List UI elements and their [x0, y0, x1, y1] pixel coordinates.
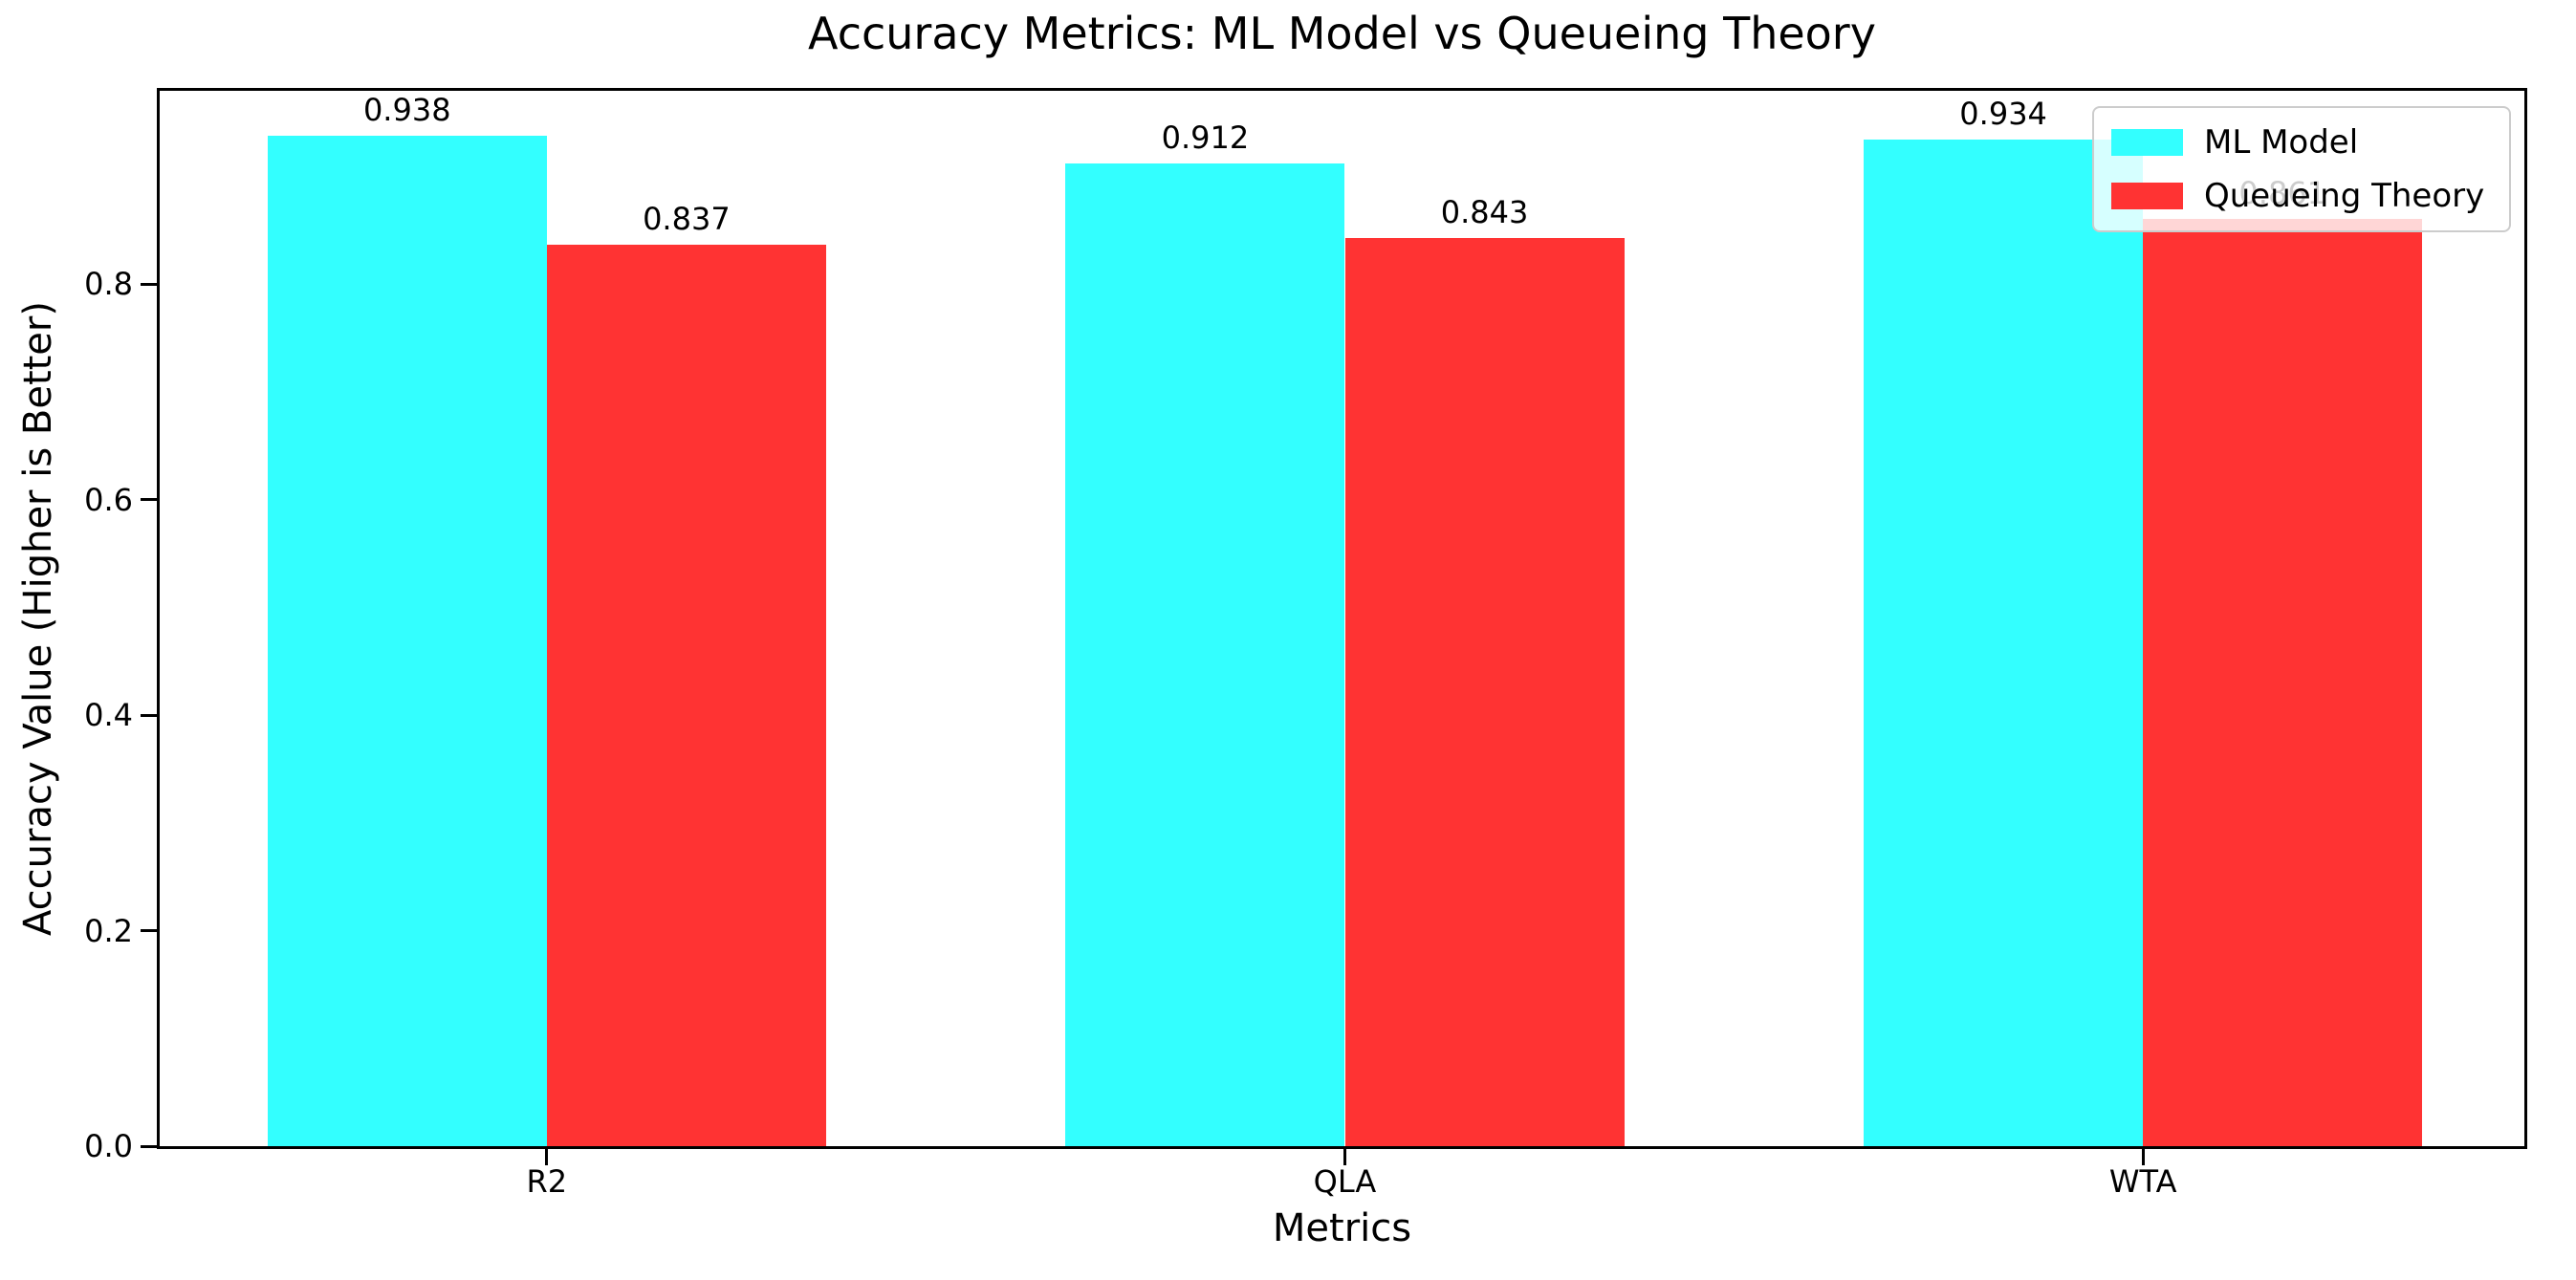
x-axis-label: Metrics [1272, 1206, 1412, 1250]
y-tick-label: 0.2 [84, 912, 133, 949]
y-tick-mark [141, 282, 157, 286]
y-tick-mark [141, 713, 157, 717]
bar-queueing-theory [2143, 218, 2423, 1146]
plot-area: 0.0 0.2 0.4 0.6 0.8 0.938 0.837 R2 0.912 0.843 QLA… [84, 88, 2527, 1200]
bar-value-label: 0.912 [1161, 119, 1250, 157]
bar-ml-model [267, 135, 547, 1146]
bar-value-label: 0.843 [1440, 194, 1529, 231]
y-tick-mark [141, 929, 157, 933]
bar-ml-model [1065, 163, 1345, 1146]
y-tick-label: 0.8 [84, 266, 133, 303]
legend-label: Queueing Theory [2204, 177, 2485, 215]
y-tick-label: 0.4 [84, 697, 133, 734]
legend-row: ML Model [2111, 123, 2492, 162]
y-tick-mark [141, 498, 157, 502]
x-tick-mark [1343, 1149, 1346, 1165]
legend-row: Queueing Theory [2111, 177, 2492, 215]
x-tick-label-wta: WTA [2108, 1163, 2177, 1200]
bar-queueing-theory [546, 244, 826, 1146]
y-axis-label: Accuracy Value (Higher is Better) [16, 301, 60, 936]
y-tick-mark [141, 1144, 157, 1148]
legend: ML Model Queueing Theory [2092, 106, 2511, 232]
legend-swatch-queueing-theory [2111, 183, 2183, 209]
bar-value-label: 0.938 [362, 91, 451, 128]
bar-value-label: 0.934 [1959, 96, 2047, 133]
bar-ml-model [1864, 140, 2144, 1146]
bar-value-label: 0.837 [643, 200, 731, 237]
x-tick-label-qla: QLA [1313, 1163, 1377, 1200]
legend-label: ML Model [2204, 123, 2359, 162]
x-tick-label-r2: R2 [526, 1163, 568, 1200]
bar-queueing-theory [1344, 238, 1625, 1146]
x-tick-mark [545, 1149, 549, 1165]
y-tick-label: 0.6 [84, 481, 133, 518]
legend-swatch-ml-model [2111, 129, 2183, 156]
x-tick-mark [2141, 1149, 2145, 1165]
chart-title: Accuracy Metrics: ML Model vs Queueing T… [808, 8, 1876, 59]
y-tick-label: 0.0 [84, 1128, 133, 1164]
